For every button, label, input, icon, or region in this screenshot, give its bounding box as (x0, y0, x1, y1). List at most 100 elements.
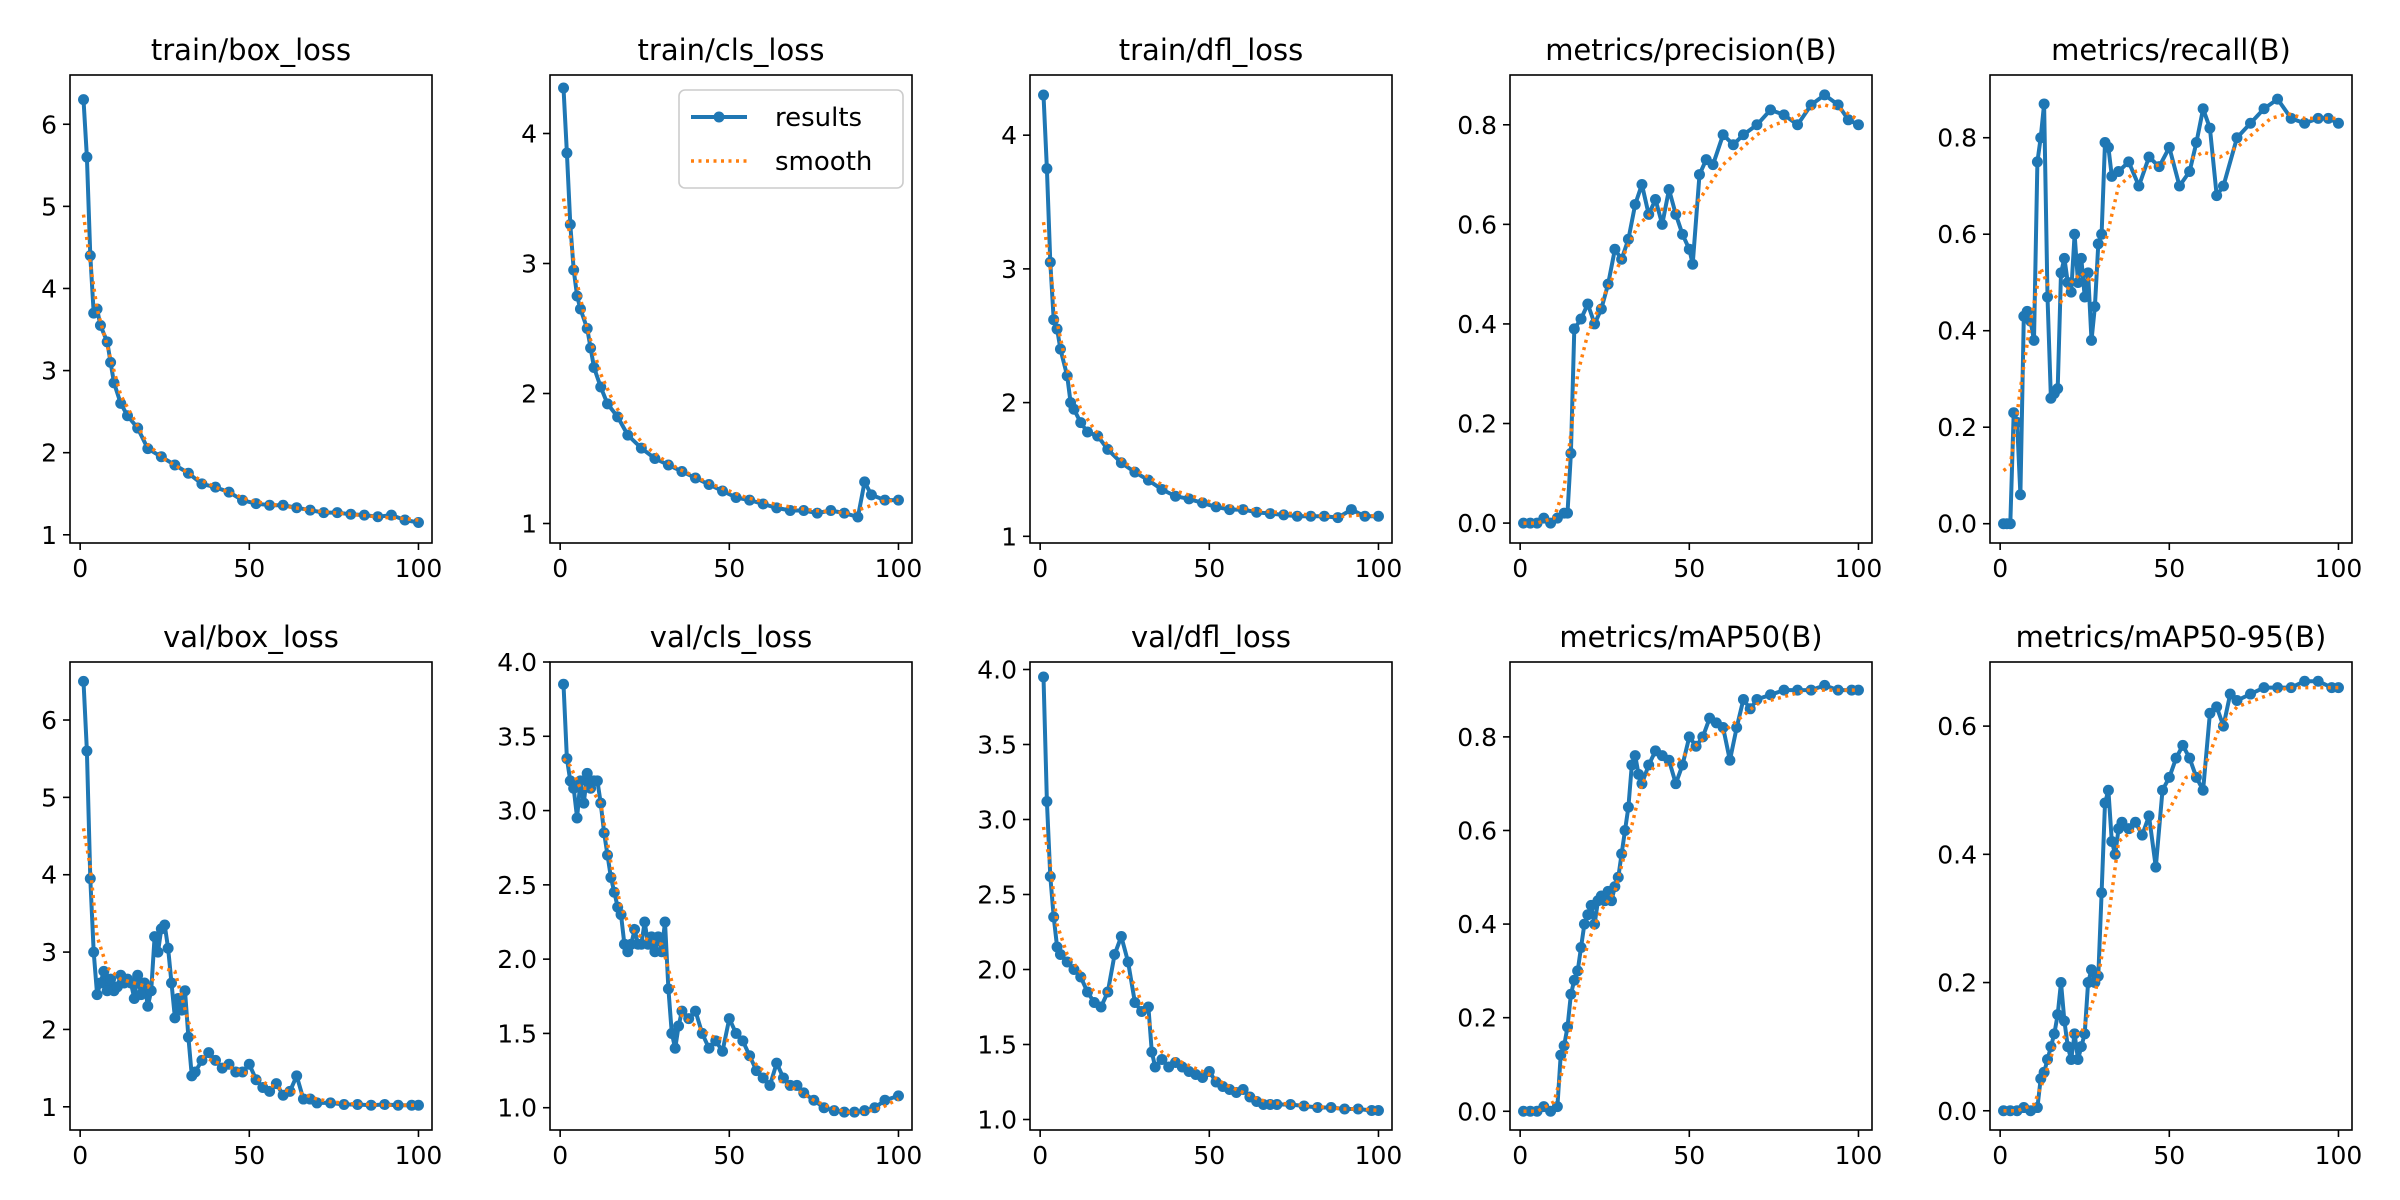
y-tick-label: 1.0 (977, 1106, 1017, 1135)
results-point (1819, 89, 1831, 101)
results-point (1278, 509, 1290, 521)
results-point (703, 1042, 715, 1054)
results-point (412, 1099, 424, 1111)
results-point (2204, 122, 2216, 134)
results-point (1122, 956, 1134, 968)
x-tick-label: 100 (1355, 1141, 1403, 1170)
panel-title: train/cls_loss (638, 33, 825, 67)
results-point (571, 812, 583, 824)
results-point (1048, 314, 1060, 326)
results-point (2021, 305, 2033, 317)
results-point (115, 397, 127, 409)
results-point (1075, 417, 1087, 429)
x-tick-label: 0 (72, 554, 88, 583)
results-point (1109, 949, 1121, 960)
results-point (2332, 682, 2344, 694)
results-point (1633, 768, 1645, 780)
smooth-line (81, 214, 419, 522)
results-point (1291, 510, 1303, 522)
axes-frame (1029, 661, 1393, 1131)
results-point (2322, 112, 2334, 124)
x-tick-label: 100 (1835, 1141, 1883, 1170)
results-point (1082, 426, 1094, 438)
results-point (1805, 684, 1817, 696)
results-point (2129, 816, 2141, 828)
panel-title: train/dfl_loss (1119, 33, 1303, 67)
legend: results smooth (678, 89, 904, 189)
results-point (165, 977, 177, 989)
y-tick-label: 2.0 (497, 945, 537, 974)
results-point (1656, 218, 1668, 230)
results-point (1622, 801, 1634, 813)
results-point (764, 1079, 776, 1091)
results-point (744, 494, 756, 506)
panel-train-cls-loss: train/cls_loss 0 50 100 1 2 3 4 results smooth (521, 33, 922, 583)
x-tick-label: 100 (395, 554, 443, 583)
results-point (2092, 970, 2104, 982)
results-point (2173, 180, 2185, 192)
results-point (2069, 228, 2081, 240)
results-point (2096, 887, 2108, 899)
results-point (2028, 334, 2040, 346)
results-point (169, 1012, 181, 1024)
axes-frame (1509, 74, 1873, 544)
results-point (1095, 1001, 1107, 1013)
results-point (1697, 731, 1709, 743)
panel-metrics-map50-95-b: metrics/mAP50-95(B) 0 50 100 0.0 0.2 0.4 0.6 (1937, 620, 2362, 1170)
y-tick-label: 4.0 (977, 656, 1017, 685)
results-point (669, 1042, 681, 1054)
y-tick-label: 5 (41, 783, 57, 812)
results-point (771, 1057, 783, 1069)
results-point (1568, 323, 1580, 335)
axes-frame (1989, 74, 2353, 544)
x-tick-label: 0 (552, 554, 568, 583)
results-point (1237, 504, 1249, 516)
results-point (1372, 1105, 1384, 1116)
results-point (1663, 754, 1675, 766)
results-point (2123, 156, 2135, 168)
plot-area (1998, 675, 2344, 1117)
results-point (105, 973, 117, 985)
panel-title: metrics/precision(B) (1545, 33, 1837, 67)
results-point (132, 969, 144, 981)
results-point (737, 1035, 749, 1047)
results-point (2079, 291, 2091, 303)
y-tick-label: 3 (1001, 255, 1017, 284)
results-point (2150, 861, 2162, 873)
results-point (189, 1066, 201, 1078)
results-point (1605, 895, 1617, 907)
results-point (159, 919, 171, 931)
panel-title: metrics/mAP50(B) (1559, 620, 1822, 654)
results-point (2069, 1028, 2081, 1040)
results-point (1582, 909, 1594, 921)
plot-area (558, 82, 904, 523)
results-point (149, 931, 161, 943)
results-point (1572, 965, 1584, 977)
panel-metrics-map50-b: metrics/mAP50(B) 0 50 100 0.0 0.2 0.4 0.6 0.8 (1457, 620, 1882, 1170)
results-point (1115, 457, 1127, 469)
results-point (1765, 689, 1777, 701)
results-point (1115, 931, 1127, 942)
smooth-line (1523, 688, 1859, 1114)
results-point (1565, 447, 1577, 459)
results-point (2008, 407, 2020, 419)
results-point (689, 1005, 701, 1017)
results-point (2245, 117, 2257, 129)
x-tick-label: 50 (713, 1141, 745, 1170)
results-point (81, 151, 93, 163)
panel-title: val/box_loss (163, 620, 339, 654)
legend-results-label: results (775, 103, 862, 133)
results-point (865, 489, 877, 501)
results-point (2157, 784, 2169, 796)
results-point (852, 511, 864, 523)
results-point (2089, 301, 2101, 313)
panel-title: metrics/mAP50-95(B) (2016, 620, 2327, 654)
results-point (142, 1000, 154, 1012)
results-point (1562, 507, 1574, 519)
results-point (2011, 416, 2023, 428)
x-tick-label: 0 (1032, 554, 1048, 583)
results-point (1054, 343, 1066, 355)
results-point (1041, 796, 1053, 807)
y-tick-label: 0.4 (1457, 310, 1497, 339)
